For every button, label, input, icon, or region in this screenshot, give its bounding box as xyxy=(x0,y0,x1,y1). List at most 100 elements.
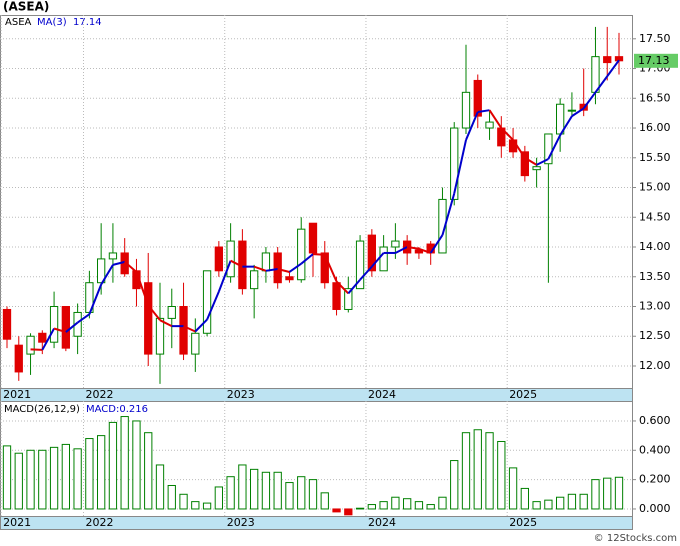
x-tick-label: 2025 xyxy=(509,388,537,401)
ma-segment xyxy=(359,265,373,281)
bar xyxy=(261,471,271,510)
y-tick-label: 15.00 xyxy=(639,181,671,194)
bar xyxy=(26,449,35,510)
bar xyxy=(132,420,141,510)
candle-body xyxy=(61,305,70,349)
bar xyxy=(108,421,118,510)
last-price-label: 17.13 xyxy=(638,54,670,67)
ma-segment xyxy=(77,313,90,324)
ma-segment xyxy=(277,268,290,273)
ma-segment xyxy=(394,246,408,254)
last-price-box xyxy=(634,53,678,68)
x-tick-label: 2023 xyxy=(227,516,255,529)
candle-body xyxy=(544,133,553,165)
ma-segment xyxy=(312,253,325,256)
ma-segment xyxy=(300,253,314,265)
ma-segment xyxy=(41,328,55,351)
candle-body xyxy=(2,308,12,340)
credit: © 12Stocks.com xyxy=(594,533,677,544)
candle-body xyxy=(591,56,600,93)
chart-title: (ASEA) xyxy=(3,0,49,14)
candle-body xyxy=(450,127,459,200)
candle-body xyxy=(226,240,235,278)
ma-segment xyxy=(230,259,243,268)
ma-segment xyxy=(112,260,125,266)
ma-segment xyxy=(335,280,350,295)
legend-macd: MACD(26,12,9) xyxy=(4,404,80,415)
candle-body xyxy=(179,305,188,355)
legend-ma-value: 17.14 xyxy=(73,17,102,28)
x-tick-label: 2024 xyxy=(368,388,396,401)
legend-symbol: ASEA xyxy=(5,17,32,28)
candle-body xyxy=(308,222,318,254)
ma-segment xyxy=(441,193,456,236)
ma-segment xyxy=(418,247,432,254)
ma-segment xyxy=(606,59,620,77)
bar xyxy=(226,476,235,510)
ma-segment xyxy=(524,156,538,166)
y-tick-label: 0.200 xyxy=(639,473,671,486)
x-tick-label: 2022 xyxy=(86,516,114,529)
candle-body xyxy=(14,344,23,373)
bar xyxy=(179,493,188,510)
y-tick-label: 13.50 xyxy=(639,270,671,283)
ma-segment xyxy=(559,115,573,136)
candle-body xyxy=(344,288,353,310)
candle-body xyxy=(532,166,541,171)
candle-body xyxy=(320,252,329,284)
x-tick-label: 2021 xyxy=(3,388,31,401)
candle-body xyxy=(167,305,176,319)
ma-segment xyxy=(159,319,173,328)
candle-body xyxy=(273,252,282,284)
ma-segment xyxy=(407,246,420,250)
bar xyxy=(49,446,59,510)
ma-segment xyxy=(194,318,208,333)
ma-segment xyxy=(488,109,503,129)
ma-segment xyxy=(465,111,479,141)
bar xyxy=(344,508,353,516)
ma-segment xyxy=(147,304,161,321)
bar xyxy=(567,493,577,510)
y-tick-label: 14.00 xyxy=(639,240,671,253)
candle-body xyxy=(614,56,624,62)
ma-segment xyxy=(288,262,302,273)
bar xyxy=(544,499,553,510)
y-tick-label: 16.50 xyxy=(639,91,671,104)
legend-macd-value: MACD:0.216 xyxy=(86,404,148,415)
y-tick-label: 16.00 xyxy=(639,121,671,134)
ma-segment xyxy=(453,139,467,194)
x-tick-label: 2023 xyxy=(227,388,255,401)
candle-body xyxy=(250,270,259,290)
ma-segment xyxy=(477,109,490,113)
x-tick-label: 2024 xyxy=(368,516,396,529)
y-tick-label: 15.50 xyxy=(639,151,671,164)
candle-body xyxy=(26,335,35,355)
bar xyxy=(308,479,318,510)
bar xyxy=(450,460,459,510)
ma-segment xyxy=(88,284,103,315)
bar xyxy=(191,501,200,510)
ma-segment xyxy=(30,348,43,351)
ma-segment xyxy=(500,127,514,141)
bar xyxy=(473,429,482,510)
ma-segment xyxy=(183,325,196,333)
bar xyxy=(579,493,588,510)
bar xyxy=(591,479,600,510)
ma-segment xyxy=(253,265,267,272)
candle-body xyxy=(461,91,471,129)
bar xyxy=(120,416,129,510)
ma-segment xyxy=(53,327,67,334)
ma-segment xyxy=(547,134,562,160)
bar xyxy=(556,496,565,510)
candle-body xyxy=(108,252,118,260)
y-tick-label: 17.50 xyxy=(639,32,671,45)
candle-body xyxy=(520,151,529,177)
candle-body xyxy=(355,240,365,290)
x-tick-label: 2021 xyxy=(3,516,31,529)
bar xyxy=(2,445,12,510)
bar xyxy=(250,468,259,510)
y-tick-label: 13.00 xyxy=(639,299,671,312)
ma-segment xyxy=(347,279,361,295)
y-tick-label: 0.400 xyxy=(639,443,671,456)
candle-body xyxy=(391,240,400,248)
